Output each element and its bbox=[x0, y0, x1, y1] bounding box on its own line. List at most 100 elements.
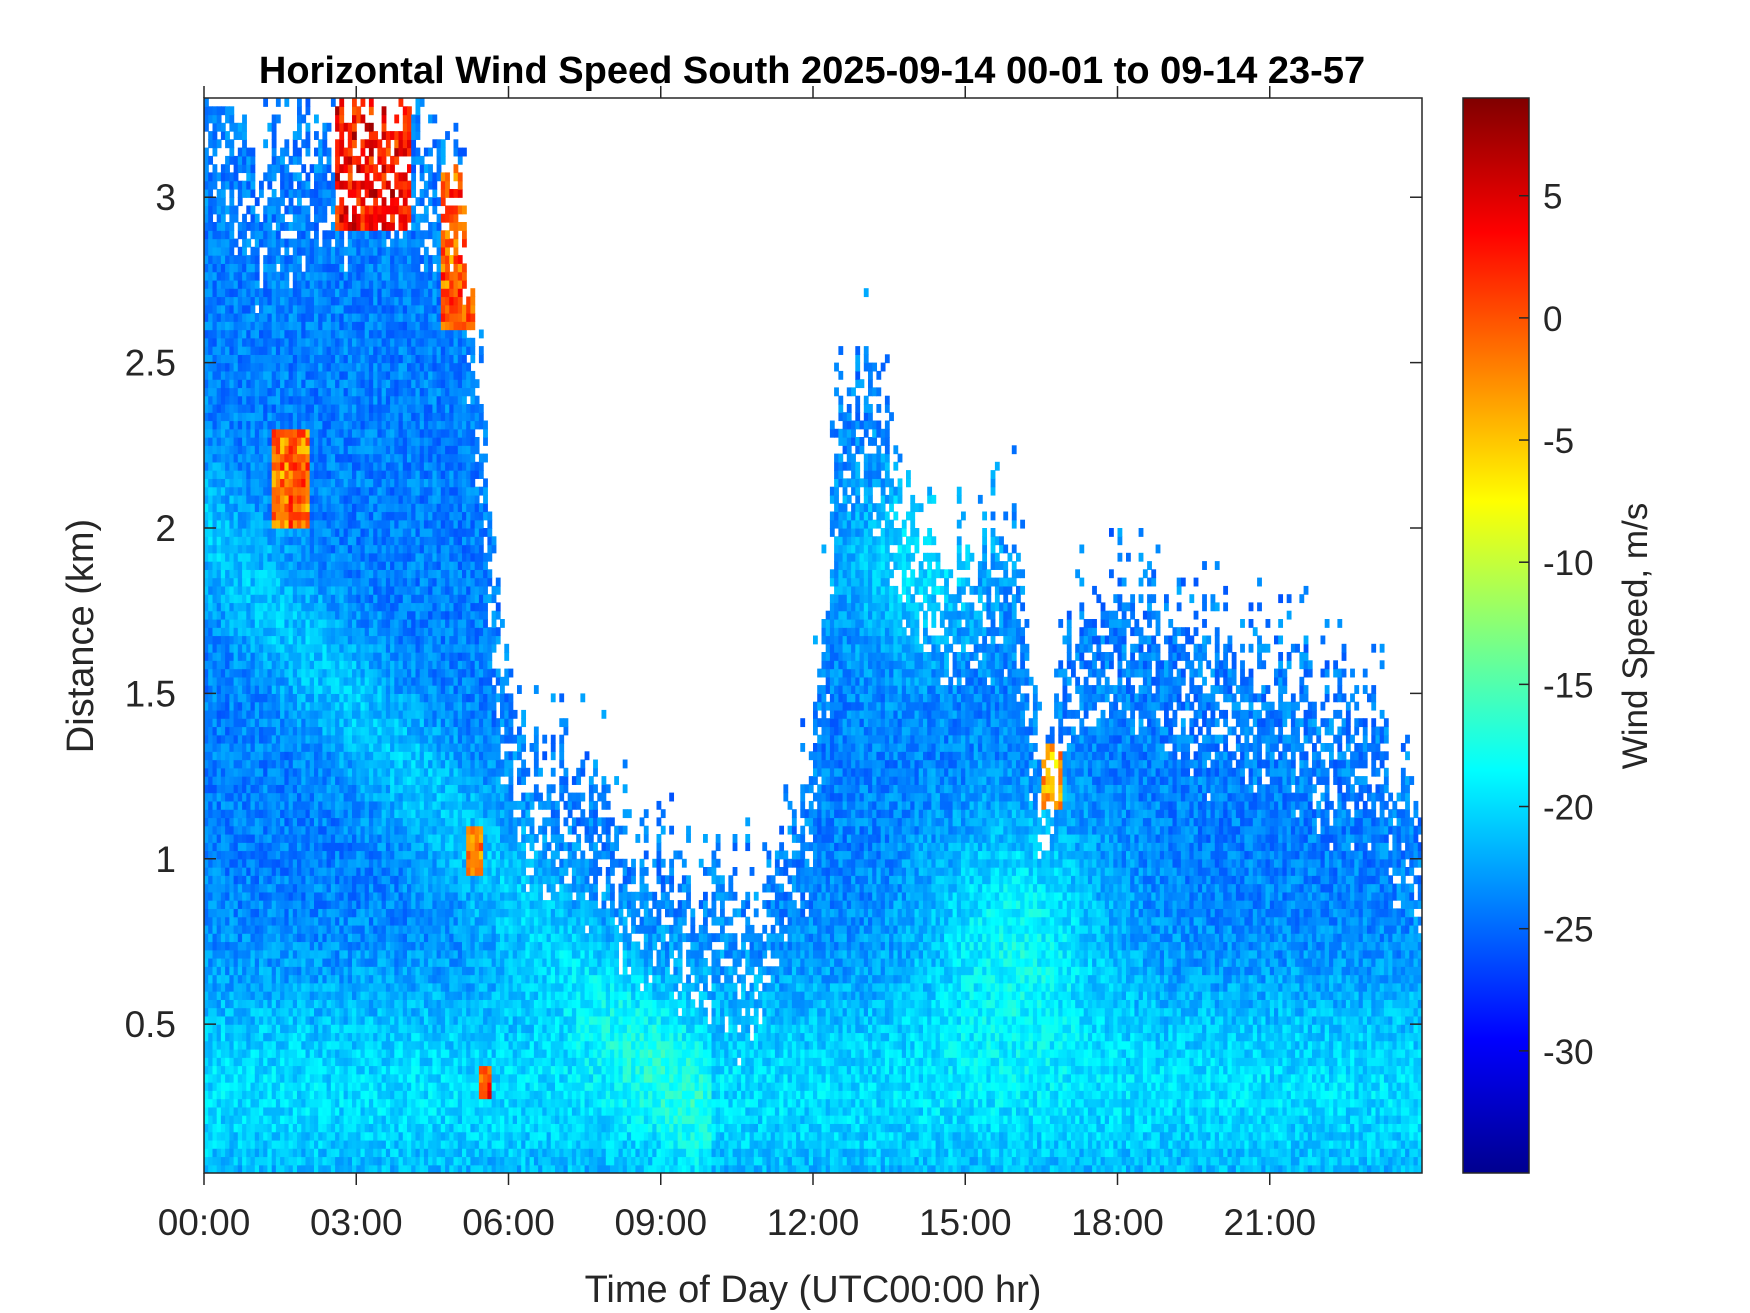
heatmap-cell bbox=[339, 644, 344, 653]
heatmap-cell bbox=[259, 1165, 264, 1174]
heatmap-cell bbox=[238, 966, 243, 975]
heatmap-cell bbox=[365, 950, 370, 959]
heatmap-cell bbox=[229, 677, 234, 686]
heatmap-cell bbox=[306, 702, 311, 711]
heatmap-cell bbox=[301, 437, 306, 446]
heatmap-cell bbox=[352, 330, 357, 339]
heatmap-cell bbox=[369, 760, 374, 769]
heatmap-cell bbox=[365, 305, 370, 314]
heatmap-cell bbox=[348, 330, 353, 339]
heatmap-cell bbox=[234, 611, 239, 620]
heatmap-cell bbox=[276, 801, 281, 810]
heatmap-cell bbox=[301, 313, 306, 322]
heatmap-cell bbox=[289, 817, 294, 826]
heatmap-cell bbox=[267, 586, 272, 595]
heatmap-cell bbox=[373, 470, 378, 479]
heatmap-cell bbox=[280, 280, 285, 289]
heatmap-cell bbox=[280, 611, 285, 620]
heatmap-cell bbox=[352, 983, 357, 992]
heatmap-cell bbox=[310, 470, 315, 479]
heatmap-cell bbox=[335, 206, 340, 215]
heatmap-cell bbox=[272, 768, 277, 777]
heatmap-cell bbox=[301, 602, 306, 611]
heatmap-cell bbox=[301, 1057, 306, 1066]
heatmap-cell bbox=[276, 751, 281, 760]
heatmap-cell bbox=[225, 255, 230, 264]
heatmap-cell bbox=[284, 139, 289, 148]
heatmap-cell bbox=[259, 702, 264, 711]
heatmap-cell bbox=[301, 445, 306, 454]
heatmap-cell bbox=[344, 305, 349, 314]
heatmap-cell bbox=[301, 1082, 306, 1091]
heatmap-cell bbox=[280, 1148, 285, 1157]
heatmap-cell bbox=[361, 1157, 366, 1166]
heatmap-cell bbox=[255, 991, 260, 1000]
heatmap-cell bbox=[365, 793, 370, 802]
heatmap-cell bbox=[246, 578, 251, 587]
heatmap-cell bbox=[322, 263, 327, 272]
heatmap-cell bbox=[327, 925, 332, 934]
heatmap-cell bbox=[238, 536, 243, 545]
heatmap-cell bbox=[259, 1041, 264, 1050]
heatmap-cell bbox=[251, 768, 256, 777]
heatmap-cell bbox=[310, 1032, 315, 1041]
heatmap-cell bbox=[322, 999, 327, 1008]
heatmap-cell bbox=[276, 859, 281, 868]
heatmap-cell bbox=[263, 578, 268, 587]
heatmap-cell bbox=[344, 536, 349, 545]
heatmap-cell bbox=[251, 842, 256, 851]
heatmap-cell bbox=[238, 1157, 243, 1166]
heatmap-cell bbox=[356, 156, 361, 165]
heatmap-cell bbox=[238, 131, 243, 140]
heatmap-cell bbox=[327, 487, 332, 496]
heatmap-cell bbox=[280, 1057, 285, 1066]
heatmap-cell bbox=[335, 222, 340, 231]
heatmap-cell bbox=[276, 578, 281, 587]
heatmap-cell bbox=[344, 520, 349, 529]
heatmap-cell bbox=[284, 445, 289, 454]
heatmap-cell bbox=[301, 280, 306, 289]
heatmap-cell bbox=[221, 727, 226, 736]
heatmap-cell bbox=[280, 164, 285, 173]
heatmap-cell bbox=[217, 875, 222, 884]
heatmap-cell bbox=[280, 950, 285, 959]
heatmap-cell bbox=[267, 942, 272, 951]
heatmap-cell bbox=[225, 1066, 230, 1075]
heatmap-cell bbox=[322, 809, 327, 818]
heatmap-cell bbox=[284, 743, 289, 752]
heatmap-cell bbox=[280, 760, 285, 769]
heatmap-cell bbox=[272, 123, 277, 132]
heatmap-cell bbox=[369, 966, 374, 975]
heatmap-cell bbox=[348, 512, 353, 521]
heatmap-cell bbox=[335, 999, 340, 1008]
heatmap-cell bbox=[361, 809, 366, 818]
heatmap-cell bbox=[335, 793, 340, 802]
heatmap-cell bbox=[344, 148, 349, 157]
heatmap-cell bbox=[263, 619, 268, 628]
heatmap-cell bbox=[234, 908, 239, 917]
heatmap-cell bbox=[365, 454, 370, 463]
heatmap-cell bbox=[225, 404, 230, 413]
heatmap-cell bbox=[369, 611, 374, 620]
heatmap-cell bbox=[238, 983, 243, 992]
heatmap-cell bbox=[314, 230, 319, 239]
heatmap-cell bbox=[217, 528, 222, 537]
heatmap-cell bbox=[208, 1066, 213, 1075]
heatmap-cell bbox=[318, 586, 323, 595]
heatmap-cell bbox=[335, 991, 340, 1000]
heatmap-cell bbox=[221, 751, 226, 760]
heatmap-cell bbox=[301, 801, 306, 810]
heatmap-cell bbox=[284, 1123, 289, 1132]
heatmap-cell bbox=[365, 214, 370, 223]
heatmap-cell bbox=[361, 1132, 366, 1141]
heatmap-cell bbox=[327, 454, 332, 463]
heatmap-cell bbox=[293, 768, 298, 777]
heatmap-cell bbox=[301, 842, 306, 851]
heatmap-cell bbox=[310, 239, 315, 248]
heatmap-cell bbox=[238, 512, 243, 521]
heatmap-cell bbox=[251, 412, 256, 421]
heatmap-cell bbox=[318, 925, 323, 934]
heatmap-cell bbox=[356, 445, 361, 454]
heatmap-cell bbox=[289, 842, 294, 851]
heatmap-cell bbox=[284, 1157, 289, 1166]
